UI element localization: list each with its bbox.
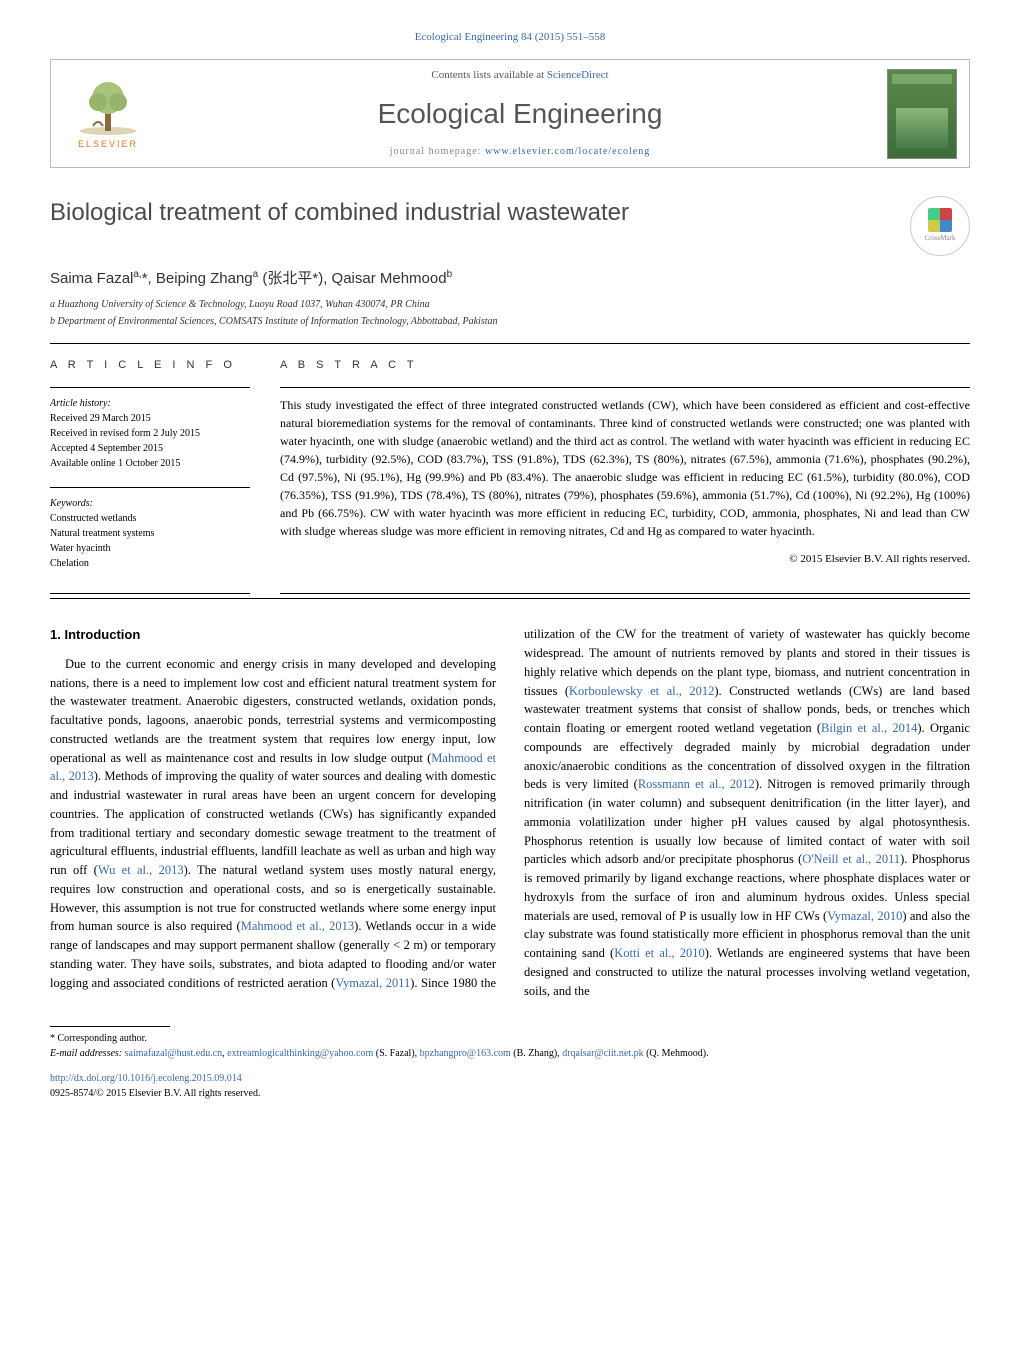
- info-sep: [50, 387, 250, 388]
- doi-line: http://dx.doi.org/10.1016/j.ecoleng.2015…: [50, 1071, 970, 1086]
- affiliation-block: a Huazhong University of Science & Techn…: [50, 297, 970, 329]
- article-info-column: a r t i c l e i n f o Article history: R…: [50, 358, 250, 587]
- keyword: Water hyacinth: [50, 541, 250, 556]
- citation-link[interactable]: Wu et al., 2013: [98, 863, 184, 877]
- journal-title: Ecological Engineering: [153, 94, 887, 133]
- body-text-columns: 1. Introduction Due to the current econo…: [50, 625, 970, 1000]
- email-link[interactable]: extreamlogicalthinking@yahoo.com: [227, 1048, 373, 1059]
- history-line: Received 29 March 2015: [50, 411, 250, 426]
- journal-cover-thumbnail: [887, 69, 957, 159]
- abstract-text: This study investigated the effect of th…: [280, 396, 970, 540]
- article-info-heading: a r t i c l e i n f o: [50, 358, 250, 373]
- page-footer: * Corresponding author. E-mail addresses…: [50, 1026, 970, 1101]
- doi-link[interactable]: http://dx.doi.org/10.1016/j.ecoleng.2015…: [50, 1073, 242, 1084]
- keyword: Constructed wetlands: [50, 511, 250, 526]
- contents-available-line: Contents lists available at ScienceDirec…: [153, 68, 887, 83]
- info-abstract-row: a r t i c l e i n f o Article history: R…: [50, 358, 970, 587]
- publisher-logo: ELSEVIER: [63, 69, 153, 159]
- section-title-text: Introduction: [64, 627, 140, 642]
- citation-link[interactable]: Vymazal, 2011: [335, 976, 410, 990]
- homepage-prefix: journal homepage:: [390, 146, 485, 157]
- abstract-sep: [280, 387, 970, 388]
- full-separator: [50, 598, 970, 599]
- article-title: Biological treatment of combined industr…: [50, 196, 894, 230]
- citation-link[interactable]: Kotti et al., 2010: [614, 946, 705, 960]
- history-line: Available online 1 October 2015: [50, 456, 250, 471]
- info-bottom-sep: [50, 593, 970, 594]
- history-line: Accepted 4 September 2015: [50, 441, 250, 456]
- section-number: 1.: [50, 627, 61, 642]
- email-link[interactable]: drqaisar@ciit.net.pk: [562, 1048, 643, 1059]
- keyword: Natural treatment systems: [50, 526, 250, 541]
- email-attribution: (Q. Mehmood).: [644, 1048, 709, 1059]
- text-run: ). Methods of improving the quality of w…: [50, 769, 496, 877]
- info-sep: [50, 487, 250, 488]
- email-link[interactable]: bpzhangpro@163.com: [420, 1048, 511, 1059]
- email-label: E-mail addresses:: [50, 1048, 125, 1059]
- issn-copyright-line: 0925-8574/© 2015 Elsevier B.V. All right…: [50, 1086, 970, 1101]
- citation-link[interactable]: Bilgin et al., 2014: [821, 721, 917, 735]
- abstract-copyright: © 2015 Elsevier B.V. All rights reserved…: [280, 552, 970, 567]
- citation-link[interactable]: Korboulewsky et al., 2012: [569, 684, 714, 698]
- section-heading: 1. Introduction: [50, 625, 496, 645]
- keyword: Chelation: [50, 556, 250, 571]
- citation-link[interactable]: Rossmann et al., 2012: [638, 777, 755, 791]
- elsevier-tree-icon: [73, 76, 143, 136]
- history-label: Article history:: [50, 396, 250, 411]
- article-history-block: Article history: Received 29 March 2015R…: [50, 396, 250, 471]
- separator: [50, 343, 970, 344]
- running-header: Ecological Engineering 84 (2015) 551–558: [50, 30, 970, 45]
- keywords-block: Keywords: Constructed wetlandsNatural tr…: [50, 496, 250, 571]
- affiliation: a Huazhong University of Science & Techn…: [50, 297, 970, 312]
- footnote-rule: [50, 1026, 170, 1027]
- citation-link[interactable]: O'Neill et al., 2011: [802, 852, 900, 866]
- contents-prefix: Contents lists available at: [431, 69, 546, 81]
- email-attribution: (B. Zhang),: [511, 1048, 562, 1059]
- journal-banner: ELSEVIER Contents lists available at Sci…: [50, 59, 970, 168]
- citation-link[interactable]: Mahmood et al., 2013: [241, 919, 354, 933]
- corresponding-author-note: * Corresponding author.: [50, 1031, 970, 1046]
- keywords-label: Keywords:: [50, 496, 250, 511]
- citation-link[interactable]: Vymazal, 2010: [827, 909, 902, 923]
- title-row: Biological treatment of combined industr…: [50, 196, 970, 256]
- email-addresses-line: E-mail addresses: saimafazal@hust.edu.cn…: [50, 1046, 970, 1061]
- journal-homepage-link[interactable]: www.elsevier.com/locate/ecoleng: [485, 146, 650, 157]
- crossmark-label: CrossMark: [924, 234, 955, 244]
- homepage-line: journal homepage: www.elsevier.com/locat…: [153, 145, 887, 159]
- email-link[interactable]: saimafazal@hust.edu.cn: [125, 1048, 223, 1059]
- body-paragraph: Due to the current economic and energy c…: [50, 625, 970, 1000]
- abstract-column: a b s t r a c t This study investigated …: [280, 358, 970, 587]
- banner-center: Contents lists available at ScienceDirec…: [153, 68, 887, 159]
- publisher-name: ELSEVIER: [78, 138, 138, 151]
- author-list: Saima Fazala,*, Beiping Zhanga (张北平*), Q…: [50, 268, 970, 289]
- crossmark-badge[interactable]: CrossMark: [910, 196, 970, 256]
- sciencedirect-link[interactable]: ScienceDirect: [547, 69, 609, 81]
- abstract-heading: a b s t r a c t: [280, 358, 970, 373]
- history-line: Received in revised form 2 July 2015: [50, 426, 250, 441]
- affiliation: b Department of Environmental Sciences, …: [50, 314, 970, 329]
- email-attribution: (S. Fazal),: [373, 1048, 419, 1059]
- text-run: Due to the current economic and energy c…: [50, 657, 496, 765]
